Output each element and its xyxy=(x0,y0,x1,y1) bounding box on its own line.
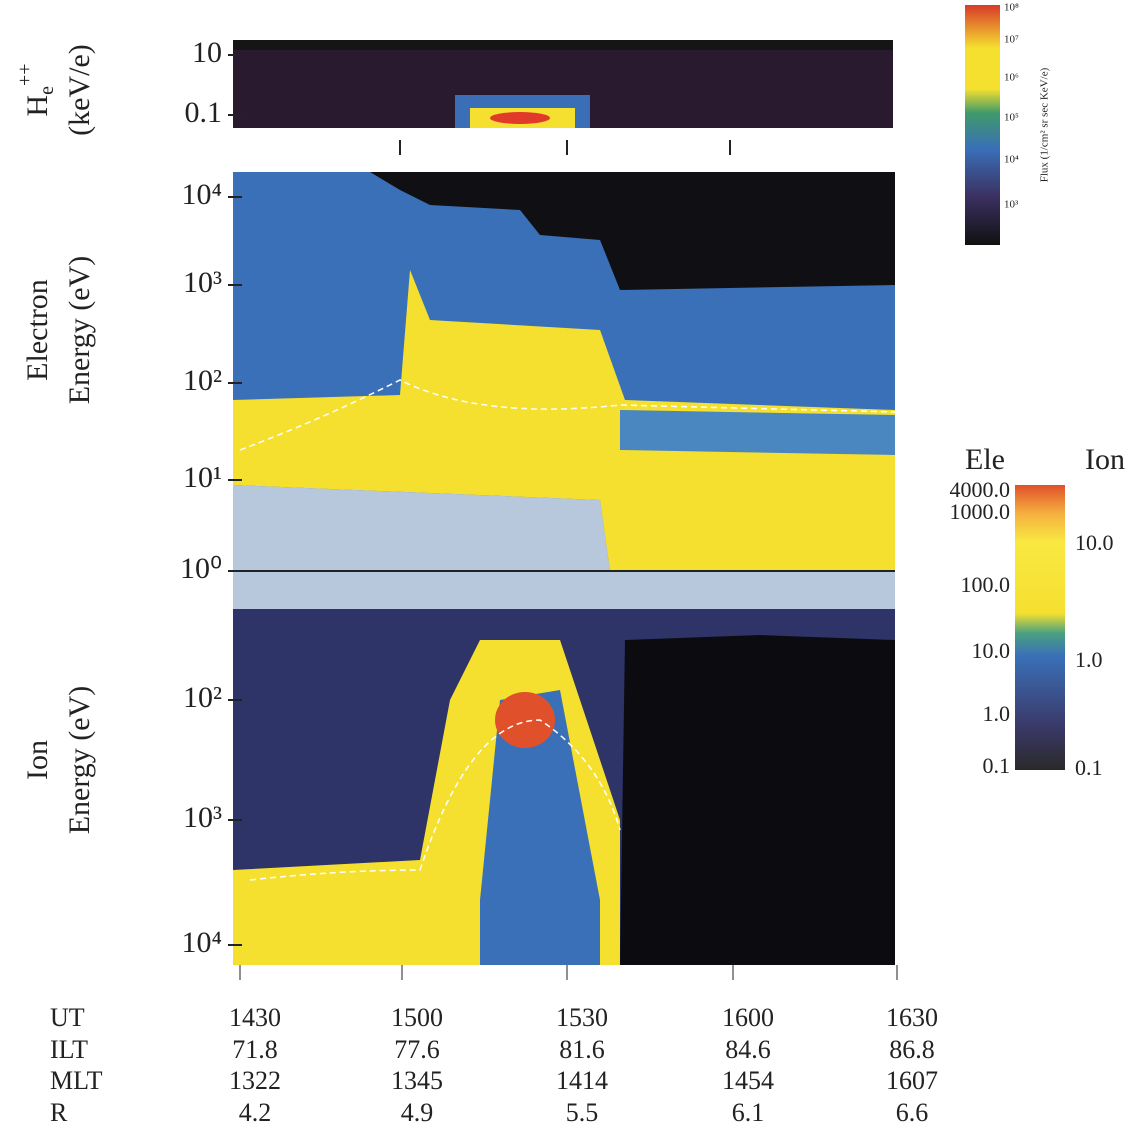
ephemeris-value: 84.6 xyxy=(725,1035,771,1064)
ephemeris-value: 1600 xyxy=(722,1003,774,1032)
colorbar-label: 10.0 xyxy=(1075,530,1114,555)
colorbar-label: 10³ xyxy=(1004,199,1019,211)
ephemeris-value: 6.6 xyxy=(896,1098,929,1127)
ephemeris-label: R xyxy=(50,1098,68,1127)
electron-panel xyxy=(233,172,896,571)
ephemeris-value: 1414 xyxy=(556,1066,608,1095)
colorbar-label: 4000.0 xyxy=(950,477,1011,502)
moment-colorbar xyxy=(1015,485,1065,770)
ephemeris-label: MLT xyxy=(50,1066,103,1095)
colorbar-header: Ele xyxy=(965,443,1005,476)
y-axis-label: Energy (eV) xyxy=(63,256,96,405)
ion-panel xyxy=(233,571,895,965)
colorbar-label: 10⁷ xyxy=(1004,34,1019,46)
y-tick-label: 0.1 xyxy=(185,96,223,129)
y-tick-label: 10⁴ xyxy=(182,926,222,959)
y-axis-label: Electron xyxy=(21,279,54,381)
ephemeris-value: 1430 xyxy=(229,1003,281,1032)
colorbar-label: 1.0 xyxy=(1075,647,1103,672)
colorbar-label: 1000.0 xyxy=(950,499,1011,524)
y-tick-label: 10² xyxy=(183,364,222,397)
ephemeris-value: 4.2 xyxy=(239,1098,272,1127)
labels: 10 0.1 10⁴ 10³ 10² 10¹ 10⁰ 10² 10³ 10⁴ Electron Ene… xyxy=(21,2,1125,1127)
he-label: He++ xyxy=(14,63,58,116)
ephemeris-value: 1530 xyxy=(556,1003,608,1032)
ephemeris-value: 77.6 xyxy=(394,1035,440,1064)
he-unit: (keV/e) xyxy=(63,44,96,136)
ephemeris-label: ILT xyxy=(50,1035,88,1064)
y-tick-label: 10³ xyxy=(183,266,222,299)
ephemeris-value: 1607 xyxy=(886,1066,938,1095)
ephemeris-value: 1500 xyxy=(391,1003,443,1032)
colorbar-header: Ion xyxy=(1085,443,1125,476)
he-sub: e xyxy=(36,86,58,95)
colorbar-label: 10⁵ xyxy=(1004,112,1019,124)
y-tick-label: 10⁰ xyxy=(180,552,222,585)
ephemeris-value: 1345 xyxy=(391,1066,443,1095)
colorbar-label: 10⁸ xyxy=(1004,2,1019,14)
ephemeris-value: 5.5 xyxy=(566,1098,599,1127)
y-axis-label: Energy (eV) xyxy=(63,686,96,835)
he-sup: ++ xyxy=(14,63,36,86)
ephemeris-value: 81.6 xyxy=(559,1035,605,1064)
ephemeris-value: 1322 xyxy=(229,1066,281,1095)
y-tick-label: 10² xyxy=(183,681,222,714)
ephemeris-label: UT xyxy=(50,1003,85,1032)
y-axis-label: Ion xyxy=(21,740,54,780)
flux-colorbar: Flux (1/cm² sr sec KeV/e) xyxy=(965,5,1051,245)
ephemeris-value: 86.8 xyxy=(889,1035,935,1064)
y-tick-label: 10¹ xyxy=(183,461,222,494)
ephemeris-value: 1630 xyxy=(886,1003,938,1032)
ephemeris-value: 71.8 xyxy=(232,1035,278,1064)
y-tick-label: 10 xyxy=(192,36,222,69)
y-tick-label: 10³ xyxy=(183,801,222,834)
ephemeris-value: 1454 xyxy=(722,1066,774,1095)
colorbar-label: 1.0 xyxy=(983,701,1011,726)
colorbar-label: 0.1 xyxy=(983,753,1011,778)
flux-title: Flux (1/cm² sr sec KeV/e) xyxy=(1039,67,1051,182)
colorbar-label: 0.1 xyxy=(1075,755,1103,780)
colorbar-label: 10⁴ xyxy=(1004,154,1019,166)
he-main: H xyxy=(21,95,54,117)
colorbar-label: 10.0 xyxy=(972,638,1011,663)
x-ticks xyxy=(239,965,898,980)
ephemeris-value: 4.9 xyxy=(401,1098,434,1127)
ephemeris-value: 6.1 xyxy=(732,1098,765,1127)
y-tick-label: 10⁴ xyxy=(182,178,222,211)
colorbar-label: 100.0 xyxy=(961,572,1011,597)
colorbar-label: 10⁶ xyxy=(1004,72,1019,84)
he-panel xyxy=(233,40,893,155)
